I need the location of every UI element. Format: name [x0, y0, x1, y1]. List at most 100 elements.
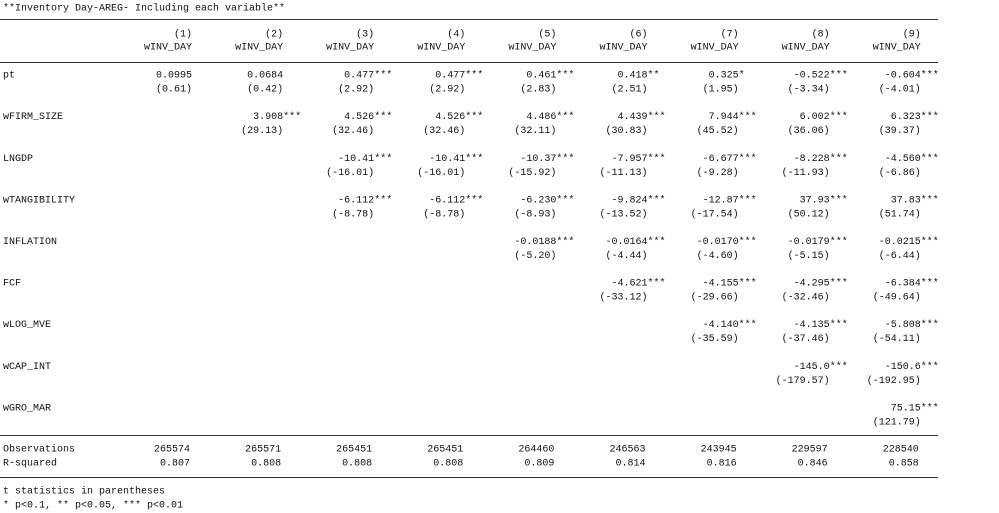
significance-stars: *** [465, 153, 483, 165]
note: t statistics in parentheses [3, 486, 165, 498]
significance-stars: *** [465, 70, 483, 82]
coefficient: -4.295 [794, 279, 830, 290]
t-statistic: (-8.78) [332, 208, 374, 220]
column-number: (3) [356, 29, 374, 41]
coefficient: 0.0995 [156, 71, 192, 82]
column-depvar: wINV_DAY [599, 43, 647, 54]
significance-stars: *** [921, 361, 939, 373]
coefficient: -4.135 [794, 320, 830, 331]
coefficient: -0.0215 [879, 237, 921, 248]
coefficient: -6.112 [338, 195, 374, 206]
significance-stars: *** [374, 70, 392, 82]
coefficient: -10.41 [429, 154, 465, 165]
significance-stars: *** [556, 111, 574, 123]
significance-stars: *** [374, 111, 392, 123]
t-statistic: (-8.78) [423, 208, 465, 220]
t-statistic: (2.92) [338, 84, 374, 96]
column-depvar: wINV_DAY [782, 43, 830, 54]
note: * p<0.1, ** p<0.05, *** p<0.01 [3, 500, 183, 512]
significance-stars: *** [921, 153, 939, 165]
t-statistic: (-179.57) [776, 375, 830, 387]
column-number: (8) [812, 29, 830, 41]
coefficient: -9.824 [611, 195, 647, 206]
stat-value: 0.809 [524, 459, 554, 470]
stat-value: 264460 [518, 445, 554, 456]
t-statistic: (32.46) [423, 125, 465, 137]
column-number: (1) [174, 29, 192, 41]
column-number: (4) [447, 29, 465, 41]
coefficient: -10.41 [338, 154, 374, 165]
stat-label: Observations [3, 444, 75, 456]
coefficient: -5.808 [885, 320, 921, 331]
significance-stars: *** [556, 70, 574, 82]
t-statistic: (32.46) [332, 125, 374, 137]
t-statistic: (2.92) [429, 84, 465, 96]
significance-stars: *** [556, 153, 574, 165]
coefficient: 0.477 [435, 71, 465, 82]
coefficient: 0.0684 [247, 71, 283, 82]
significance-stars: *** [921, 70, 939, 82]
row-label: wFIRM_SIZE [3, 112, 63, 123]
stat-label: R-squared [3, 458, 57, 470]
coefficient: 75.15 [891, 403, 921, 414]
stat-value: 265451 [336, 445, 372, 456]
row-label: LNGDP [3, 154, 33, 165]
column-number: (6) [629, 29, 647, 41]
t-statistic: (1.95) [703, 84, 739, 96]
significance-stars: *** [739, 236, 757, 248]
t-statistic: (0.42) [247, 84, 283, 96]
t-statistic: (-11.93) [782, 167, 830, 179]
row-label: wGRO_MAR [3, 403, 51, 414]
coefficient: 3.908 [253, 112, 283, 123]
significance-stars: *** [739, 278, 757, 290]
row-label: wLOG_MVE [3, 320, 51, 331]
column-number: (7) [721, 29, 739, 41]
significance-stars: *** [830, 236, 848, 248]
coefficient: -0.0188 [514, 237, 556, 248]
column-depvar: wINV_DAY [873, 43, 921, 54]
t-statistic: (-29.66) [691, 292, 739, 304]
stat-value: 0.807 [160, 459, 190, 470]
coefficient: 4.526 [344, 112, 374, 123]
coefficient: 4.439 [617, 112, 647, 123]
t-statistic: (-6.44) [879, 250, 921, 262]
significance-stars: *** [921, 111, 939, 123]
significance-stars: ** [648, 70, 660, 82]
t-statistic: (50.12) [788, 208, 830, 220]
t-statistic: (29.13) [241, 125, 283, 137]
significance-stars: *** [648, 153, 666, 165]
coefficient: -6.112 [429, 195, 465, 206]
t-statistic: (-37.46) [782, 333, 830, 345]
t-statistic: (-9.28) [697, 167, 739, 179]
coefficient: -0.604 [885, 71, 921, 82]
coefficient: -6.384 [885, 279, 921, 290]
coefficient: 0.325 [709, 71, 739, 82]
t-statistic: (36.06) [788, 125, 830, 137]
t-statistic: (-4.01) [879, 84, 921, 96]
significance-stars: *** [921, 319, 939, 331]
column-depvar: wINV_DAY [508, 43, 556, 54]
coefficient: -0.0170 [697, 237, 739, 248]
coefficient: -6.230 [520, 195, 556, 206]
stat-value: 0.808 [342, 459, 372, 470]
significance-stars: * [739, 70, 745, 82]
t-statistic: (45.52) [697, 125, 739, 137]
significance-stars: *** [921, 194, 939, 206]
column-number: (9) [903, 29, 921, 41]
t-statistic: (30.83) [605, 125, 647, 137]
t-statistic: (39.37) [879, 125, 921, 137]
t-statistic: (-3.34) [788, 84, 830, 96]
t-statistic: (-15.92) [508, 167, 556, 179]
significance-stars: *** [648, 194, 666, 206]
coefficient: -10.37 [520, 154, 556, 165]
t-statistic: (-4.60) [697, 250, 739, 262]
coefficient: -6.677 [703, 154, 739, 165]
coefficient: -145.0 [794, 362, 830, 373]
stat-value: 229597 [792, 445, 828, 456]
significance-stars: *** [648, 236, 666, 248]
column-depvar: wINV_DAY [235, 43, 283, 54]
coefficient: -0.522 [794, 71, 830, 82]
significance-stars: *** [739, 111, 757, 123]
coefficient: 4.526 [435, 112, 465, 123]
